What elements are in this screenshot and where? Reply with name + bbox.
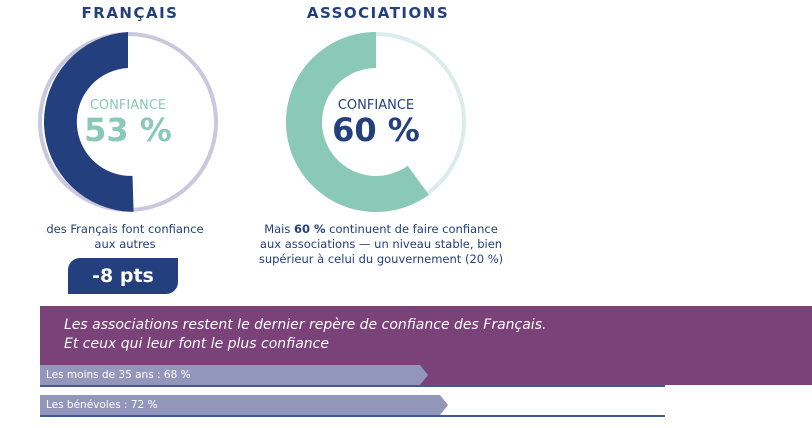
francais-donut-svg bbox=[38, 32, 218, 212]
francais-value-arc bbox=[43, 32, 134, 212]
associations-donut-chart: CONFIANCE 60 % bbox=[284, 30, 468, 214]
associations-value: 60 % bbox=[332, 111, 420, 149]
associations-center-label: CONFIANCE bbox=[337, 98, 415, 113]
francais-value: 53 % bbox=[84, 111, 172, 149]
bar-volunteers-underline bbox=[40, 415, 665, 417]
summary-banner-text: Les associations restent le dernier repè… bbox=[64, 316, 764, 354]
caption-bold-value: 60 % bbox=[294, 222, 326, 236]
blank-area bbox=[665, 385, 812, 428]
associations-donut-svg bbox=[285, 31, 466, 213]
bar-volunteers: Les bénévoles : 72 % bbox=[40, 395, 448, 415]
associations-caption-line3: supérieur à celui du gouvernement (20 %) bbox=[258, 252, 504, 266]
francais-caption-line1: des Français font confiance bbox=[46, 222, 204, 236]
bar-volunteers-fill bbox=[40, 395, 448, 415]
caption-rest: continuent de faire confiance bbox=[325, 222, 498, 236]
bar-under-35: Les moins de 35 ans : 68 % bbox=[40, 365, 428, 385]
delta-badge: -8 pts bbox=[68, 258, 178, 294]
francais-caption: des Français font confiance aux autres bbox=[20, 222, 230, 252]
caption-prefix: Mais bbox=[264, 222, 294, 236]
banner-line2: Et ceux qui leur font le plus confiance bbox=[64, 336, 329, 352]
bar-under-35-label: Les moins de 35 ans : 68 % bbox=[46, 369, 191, 381]
associations-caption: Mais 60 % continuent de faire confiance … bbox=[246, 222, 516, 267]
banner-line1: Les associations restent le dernier repè… bbox=[64, 317, 547, 333]
associations-caption-line2: aux associations — un niveau stable, bie… bbox=[259, 237, 503, 251]
francais-title: FRANÇAIS bbox=[81, 4, 179, 22]
francais-caption-line2: aux autres bbox=[94, 237, 156, 251]
associations-value-arc bbox=[285, 31, 429, 213]
bar-under-35-fill bbox=[40, 365, 428, 385]
francais-center-label: CONFIANCE bbox=[89, 98, 167, 113]
bar-volunteers-label: Les bénévoles : 72 % bbox=[46, 399, 158, 411]
bar-under-35-underline bbox=[40, 385, 665, 387]
associations-caption-line1: Mais 60 % continuent de faire confiance bbox=[246, 222, 516, 237]
francais-donut-chart: CONFIANCE 53 % bbox=[36, 30, 220, 214]
associations-title: ASSOCIATIONS bbox=[306, 4, 450, 22]
